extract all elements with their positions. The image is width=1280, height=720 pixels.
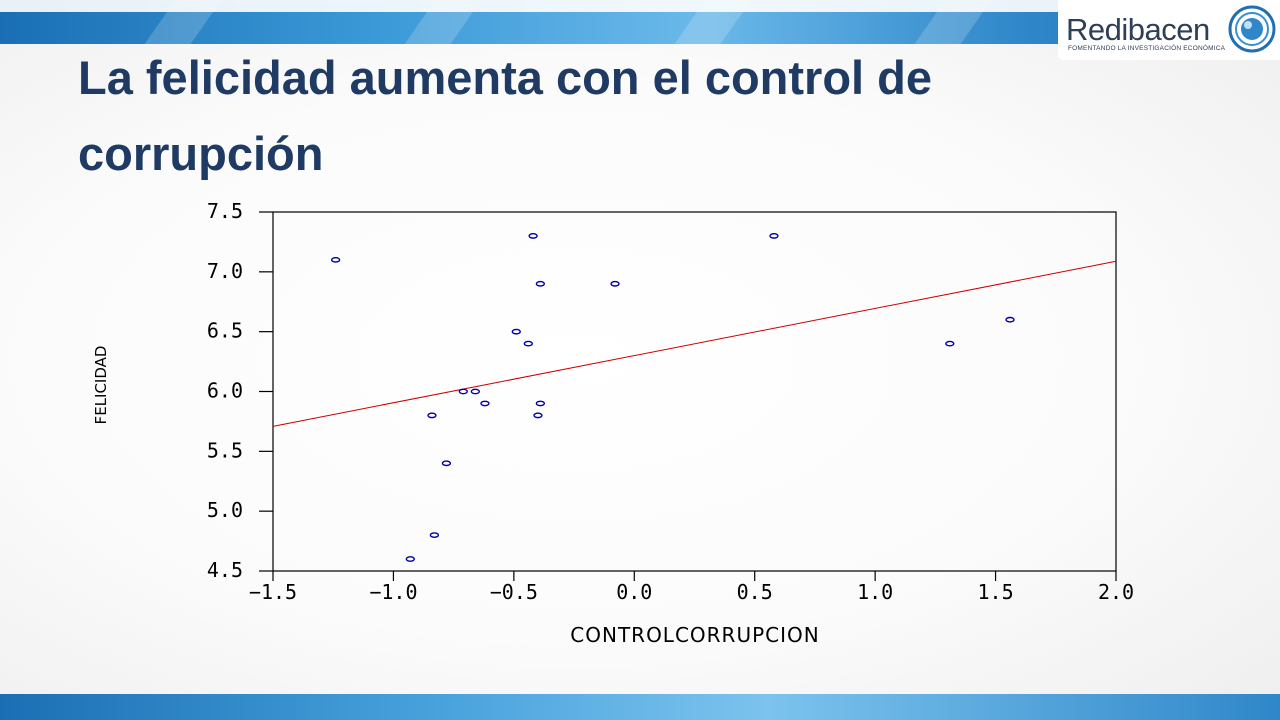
- y-tick-label: 7.0: [207, 259, 243, 283]
- data-point: [427, 412, 437, 419]
- data-point: [1005, 316, 1015, 323]
- data-point: [945, 340, 955, 347]
- data-point: [610, 280, 620, 287]
- bottom-decorative-band: [0, 694, 1280, 720]
- data-point: [441, 460, 452, 467]
- y-tick-label: 5.5: [207, 438, 243, 462]
- logo: Redibacen FOMENTANDO LA INVESTIGACIÓN EC…: [1058, 0, 1280, 60]
- y-axis-label: FELICIDAD: [92, 346, 110, 425]
- slide-title: La felicidad aumenta con el control de c…: [78, 51, 933, 180]
- data-point: [523, 340, 534, 347]
- logo-tagline: FOMENTANDO LA INVESTIGACIÓN ECONÓMICA: [1068, 45, 1226, 52]
- y-tick-label: 5.0: [207, 498, 243, 522]
- x-tick-label: 1.5: [978, 580, 1014, 604]
- x-tick-label: −1.0: [369, 580, 417, 604]
- x-tick-label: 0.0: [616, 580, 652, 604]
- y-tick-label: 6.5: [207, 319, 243, 343]
- plot-frame: [272, 211, 1117, 572]
- data-point: [458, 388, 468, 395]
- data-point: [528, 233, 538, 239]
- data-point: [429, 532, 440, 538]
- x-axis-label: CONTROLCORRUPCION: [570, 623, 819, 647]
- x-tick-label: 1.0: [857, 580, 893, 604]
- x-tick-label: −0.5: [490, 580, 538, 604]
- data-points: [330, 233, 1015, 562]
- chart-axes: 7.5 7.0 6.5 6.0 5.5 5.0 4.5−1.5 −1.0 −0.5 0.0 0.5 1…: [207, 199, 1134, 604]
- data-point: [533, 412, 543, 419]
- data-point: [535, 280, 546, 287]
- x-tick-label: 2.0: [1098, 580, 1134, 604]
- data-point: [769, 233, 779, 239]
- top-white-strip: [0, 0, 1280, 12]
- y-tick-label: 4.5: [207, 558, 243, 582]
- x-tick-label: 0.5: [737, 580, 773, 604]
- regression-line-group: [272, 260, 1117, 427]
- data-point: [480, 400, 490, 407]
- data-point: [535, 400, 546, 407]
- globe-icon: [1228, 5, 1276, 53]
- logo-name: Redibacen: [1066, 12, 1210, 47]
- data-point: [405, 556, 415, 562]
- data-point: [330, 256, 341, 263]
- data-point: [470, 388, 481, 395]
- x-tick-label: −1.5: [249, 580, 297, 604]
- regression-line: [272, 260, 1117, 427]
- y-tick-label: 7.5: [207, 199, 243, 223]
- y-tick-label: 6.0: [207, 379, 243, 403]
- data-point: [511, 328, 521, 335]
